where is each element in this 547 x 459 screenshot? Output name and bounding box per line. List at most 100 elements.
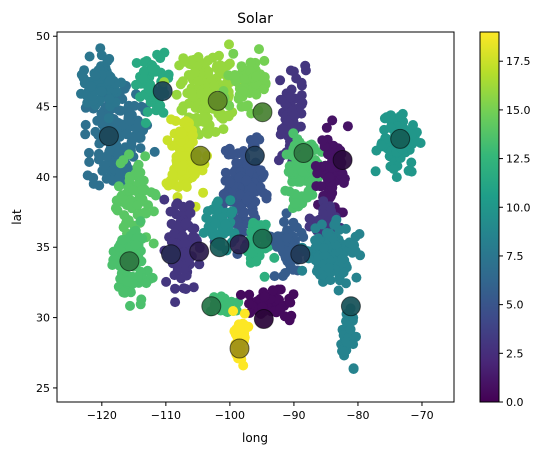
scatter-point (327, 115, 338, 126)
scatter-point (173, 182, 184, 192)
scatter-point (96, 86, 107, 97)
scatter-point (149, 146, 160, 157)
scatter-point (131, 58, 142, 68)
scatter-point (275, 75, 286, 86)
centroid-marker (161, 244, 181, 265)
centroid-shade (294, 143, 313, 163)
scatter-point (285, 92, 296, 103)
scatter-point (141, 278, 152, 289)
scatter-point (193, 52, 204, 62)
centroid-shade (189, 242, 209, 261)
scatter-point (225, 195, 236, 206)
scatter-point (296, 90, 307, 101)
scatter-point (133, 118, 143, 129)
scatter-point (269, 252, 280, 263)
scatter-point (379, 113, 390, 124)
scatter-point (259, 271, 270, 282)
scatter-point (339, 346, 350, 357)
scatter-point (224, 39, 234, 50)
y-axis-label: lat (10, 209, 24, 225)
scatter-point (239, 308, 250, 319)
scatter-point (118, 287, 129, 298)
scatter-point (104, 53, 115, 64)
scatter-point (310, 235, 321, 246)
scatter-point (103, 113, 114, 124)
scatter-point (165, 206, 176, 217)
scatter-point (187, 223, 198, 234)
scatter-point (167, 169, 178, 180)
scatter-point (288, 289, 299, 300)
centroid-shade (390, 129, 410, 149)
scatter-point (88, 172, 99, 183)
centroid-shade (230, 234, 249, 254)
colorbar-tick-label: 10.0 (506, 201, 531, 214)
scatter-point (354, 229, 365, 239)
colorbar-tick-label: 17.5 (506, 55, 531, 68)
scatter-point (142, 107, 153, 117)
scatter-point (333, 285, 344, 296)
scatter-point (189, 67, 200, 78)
scatter-point (176, 136, 186, 147)
scatter-point (90, 126, 101, 137)
scatter-point (289, 198, 300, 209)
scatter-point (137, 184, 148, 195)
scatter-point (251, 71, 261, 82)
colorbar-tick-label: 0.0 (506, 396, 524, 409)
scatter-point (203, 128, 213, 139)
centroid-marker (332, 150, 353, 170)
scatter-point (147, 63, 158, 74)
scatter-point (210, 127, 221, 137)
scatter-point (110, 203, 121, 214)
scatter-point (275, 129, 286, 140)
scatter-point (234, 323, 245, 334)
centroid-shade (161, 244, 181, 264)
scatter-point (289, 110, 300, 121)
scatter-point (223, 111, 234, 122)
scatter-point (140, 118, 151, 128)
scatter-point (140, 151, 151, 162)
scatter-point (288, 128, 299, 139)
scatter-point (96, 108, 107, 119)
scatter-point (279, 216, 289, 227)
y-axis: 25 30 35 40 45 50 (36, 30, 57, 395)
scatter-point (237, 86, 248, 97)
scatter-point (395, 111, 406, 122)
scatter-point (190, 232, 201, 243)
scatter-point (107, 260, 118, 270)
colorbar (479, 31, 500, 403)
scatter-point (267, 285, 278, 296)
scatter-point (187, 130, 198, 141)
scatter-point (159, 194, 170, 205)
scatter-point (286, 84, 297, 95)
scatter-point (251, 256, 262, 267)
centroid-marker (252, 228, 273, 249)
scatter-point (203, 55, 214, 66)
scatter-point (279, 311, 290, 322)
centroid-marker (244, 145, 265, 166)
scatter-point (322, 228, 333, 239)
scatter-point (188, 282, 199, 293)
centroid-marker (189, 241, 210, 262)
scatter-point (388, 164, 399, 174)
scatter-point (229, 70, 240, 80)
x-axis-label: long (242, 431, 268, 445)
scatter-point (240, 73, 251, 84)
scatter-point (385, 122, 396, 133)
scatter-point (316, 219, 327, 230)
scatter-point (138, 175, 149, 186)
scatter-point (166, 218, 177, 229)
scatter-point (212, 196, 223, 207)
scatter-point (330, 217, 341, 228)
centroid-marker (209, 237, 230, 258)
x-axis: −120 −110 −100 −90 −80 −70 (87, 402, 434, 422)
scatter-point (170, 283, 180, 294)
scatter-point (255, 182, 266, 193)
scatter-point (340, 223, 351, 234)
centroid-shade (333, 150, 353, 170)
scatter-point (216, 291, 227, 302)
scatter-point (233, 93, 244, 104)
scatter-point (236, 61, 247, 72)
scatter-point (231, 157, 242, 168)
centroid-marker (229, 234, 250, 255)
scatter-point (198, 227, 209, 238)
